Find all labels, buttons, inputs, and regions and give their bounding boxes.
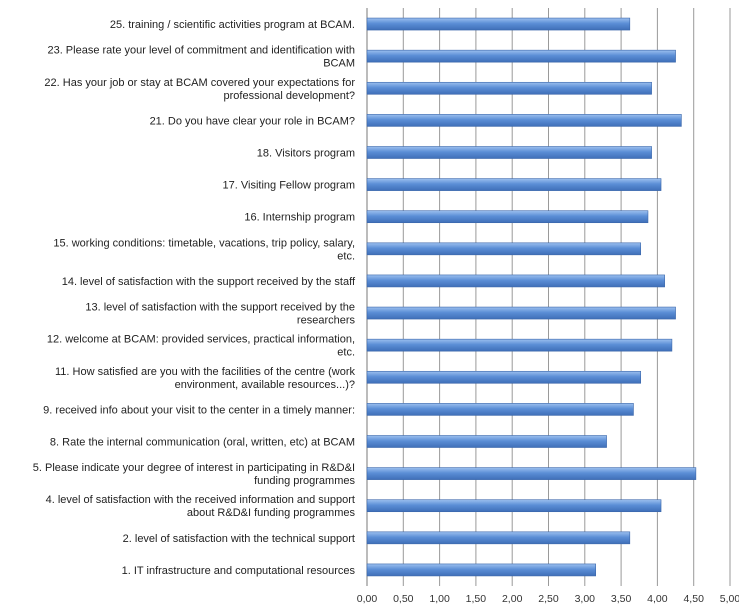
x-tick-label: 4,50: [683, 593, 704, 605]
x-tick-label: 2,50: [538, 593, 559, 605]
x-tick-label: 0,00: [357, 593, 378, 605]
bar: [366, 467, 697, 480]
category-label: 16. Internship program: [244, 212, 355, 224]
bar: [366, 146, 652, 159]
gridlines: [366, 8, 731, 586]
category-label: 13. level of satisfaction with the suppo…: [85, 302, 355, 327]
bar: [366, 242, 642, 256]
category-label: 14. level of satisfaction with the suppo…: [62, 276, 356, 288]
category-label: 21. Do you have clear your role in BCAM?: [150, 115, 355, 127]
category-label: 8. Rate the internal communication (oral…: [50, 437, 355, 449]
bar: [366, 114, 682, 127]
category-label: 23. Please rate your level of commitment…: [47, 45, 355, 70]
bar: [366, 17, 631, 31]
bar: [366, 178, 662, 191]
category-label: 17. Visiting Fellow program: [223, 180, 355, 192]
bar: [366, 531, 631, 545]
x-tick-label: 3,50: [611, 593, 632, 605]
category-label: 22. Has your job or stay at BCAM covered…: [44, 77, 355, 102]
category-labels: 1. IT infrastructure and computational r…: [33, 19, 356, 577]
bar: [366, 210, 649, 224]
category-label: 9. received info about your visit to the…: [43, 404, 355, 416]
x-tick-label: 0,50: [393, 593, 414, 605]
bars: [366, 17, 697, 577]
bar: [366, 81, 652, 95]
x-tick-labels: 0,00 0,50 1,00 1,50 2,00 2,50 3,00 3,50 4,00 4,50…: [357, 593, 739, 605]
category-label: 11. How satisfied are you with the facil…: [55, 366, 355, 391]
category-label: 5. Please indicate your degree of intere…: [33, 462, 356, 487]
bar: [366, 563, 596, 577]
bar: [366, 499, 662, 513]
category-label: 2. level of satisfaction with the techni…: [123, 533, 355, 545]
bar: [366, 274, 665, 288]
x-tick-label: 3,00: [575, 593, 596, 605]
category-label: 25. training / scientific activities pro…: [110, 19, 355, 31]
x-tick-label: 1,00: [429, 593, 450, 605]
category-label: 15. working conditions: timetable, vacat…: [53, 237, 355, 262]
bar: [366, 306, 676, 320]
x-tick-label: 1,50: [466, 593, 487, 605]
category-label: 12. welcome at BCAM: provided services, …: [47, 334, 355, 359]
bar: [366, 370, 642, 384]
x-tick-label: 4,00: [647, 593, 668, 605]
x-tick-label: 2,00: [502, 593, 523, 605]
category-label: 18. Visitors program: [257, 148, 355, 160]
category-label: 1. IT infrastructure and computational r…: [122, 565, 356, 577]
bar: [366, 338, 673, 352]
bar: [366, 435, 607, 448]
bar: [366, 49, 676, 63]
x-tick-label: 5,00: [720, 593, 739, 605]
bar: [366, 403, 634, 416]
category-label: 4. level of satisfaction with the receiv…: [46, 494, 356, 519]
